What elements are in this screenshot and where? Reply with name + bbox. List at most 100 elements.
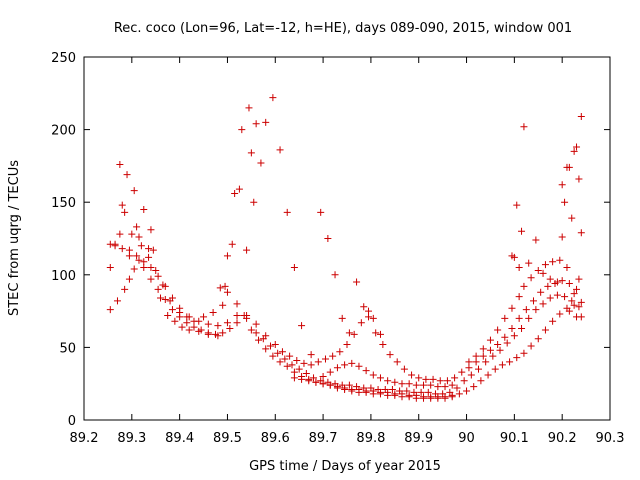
- data-point-plus-marker: [307, 361, 315, 369]
- data-point-plus-marker: [470, 383, 478, 391]
- data-point-plus-marker: [338, 314, 346, 322]
- data-point-plus-marker: [498, 361, 506, 369]
- data-point-plus-marker: [145, 245, 153, 253]
- data-point-plus-marker: [135, 256, 143, 264]
- data-point-plus-marker: [157, 294, 165, 302]
- data-point-plus-marker: [386, 351, 394, 359]
- data-point-plus-marker: [391, 378, 399, 386]
- x-tick-label: 89.8: [356, 431, 385, 446]
- data-point-plus-marker: [269, 352, 277, 360]
- data-point-plus-marker: [568, 214, 576, 222]
- data-point-plus-marker: [546, 294, 554, 302]
- data-point-plus-marker: [317, 208, 325, 216]
- data-point-plus-marker: [147, 264, 155, 272]
- data-point-plus-marker: [125, 275, 133, 283]
- x-tick-label: 89.4: [165, 431, 194, 446]
- data-point-plus-marker: [553, 278, 561, 286]
- data-point-plus-marker: [149, 246, 157, 254]
- data-point-plus-marker: [508, 304, 516, 312]
- data-point-plus-marker: [125, 252, 133, 260]
- data-point-plus-marker: [465, 358, 473, 366]
- data-point-plus-marker: [216, 284, 224, 292]
- data-point-plus-marker: [477, 377, 485, 385]
- data-point-plus-marker: [128, 230, 136, 238]
- data-point-plus-marker: [276, 358, 284, 366]
- data-point-plus-marker: [434, 383, 442, 391]
- data-point-plus-marker: [341, 386, 349, 394]
- data-point-plus-marker: [420, 394, 428, 402]
- data-point-plus-marker: [556, 310, 564, 318]
- data-point-plus-marker: [398, 393, 406, 401]
- data-point-plus-marker: [214, 322, 222, 330]
- data-point-plus-marker: [219, 329, 227, 337]
- data-point-plus-marker: [532, 236, 540, 244]
- data-point-plus-marker: [506, 358, 514, 366]
- data-point-plus-marker: [286, 352, 294, 360]
- data-point-plus-marker: [443, 377, 451, 385]
- x-tick-label: 90.2: [548, 431, 577, 446]
- data-point-plus-marker: [527, 342, 535, 350]
- data-point-plus-marker: [290, 264, 298, 272]
- data-point-plus-marker: [515, 264, 523, 272]
- data-point-plus-marker: [482, 358, 490, 366]
- data-point-plus-marker: [178, 323, 186, 331]
- data-point-plus-marker: [522, 306, 530, 314]
- data-point-plus-marker: [565, 280, 573, 288]
- data-point-plus-marker: [111, 240, 119, 248]
- data-point-plus-marker: [214, 332, 222, 340]
- data-point-plus-marker: [573, 143, 581, 151]
- data-point-plus-marker: [185, 326, 193, 334]
- data-point-plus-marker: [565, 163, 573, 171]
- data-point-plus-marker: [412, 394, 420, 402]
- data-point-plus-marker: [271, 340, 279, 348]
- data-point-plus-marker: [140, 258, 148, 266]
- data-point-plus-marker: [223, 288, 231, 296]
- data-point-plus-marker: [176, 304, 184, 312]
- data-point-plus-marker: [113, 297, 121, 305]
- data-point-plus-marker: [405, 393, 413, 401]
- plot-frame: [83, 56, 611, 421]
- data-point-plus-marker: [520, 282, 528, 290]
- data-point-plus-marker: [130, 187, 138, 195]
- data-point-plus-marker: [147, 226, 155, 234]
- data-point-plus-marker: [183, 313, 191, 321]
- data-point-plus-marker: [118, 245, 126, 253]
- data-point-plus-marker: [484, 371, 492, 379]
- data-point-plus-marker: [575, 175, 583, 183]
- data-points-layer: [106, 94, 585, 402]
- data-point-plus-marker: [403, 387, 411, 395]
- data-point-plus-marker: [575, 275, 583, 283]
- data-point-plus-marker: [257, 159, 265, 167]
- data-point-plus-marker: [324, 235, 332, 242]
- data-point-plus-marker: [135, 233, 143, 241]
- data-point-plus-marker: [475, 365, 482, 373]
- data-point-plus-marker: [164, 311, 172, 319]
- data-point-plus-marker: [133, 223, 141, 231]
- data-point-plus-marker: [247, 149, 255, 157]
- data-point-plus-marker: [374, 386, 382, 394]
- data-point-plus-marker: [302, 370, 310, 378]
- data-point-plus-marker: [106, 264, 114, 272]
- data-point-plus-marker: [441, 383, 449, 391]
- data-point-plus-marker: [365, 307, 373, 315]
- data-point-plus-marker: [226, 325, 234, 333]
- data-point-plus-marker: [116, 230, 124, 238]
- data-point-plus-marker: [116, 160, 124, 168]
- data-point-plus-marker: [341, 361, 349, 369]
- data-point-plus-marker: [400, 365, 408, 373]
- data-point-plus-marker: [427, 381, 435, 389]
- data-point-plus-marker: [168, 294, 176, 302]
- data-point-plus-marker: [154, 272, 162, 280]
- data-point-plus-marker: [513, 354, 521, 362]
- data-point-plus-marker: [329, 352, 337, 360]
- data-point-plus-marker: [243, 246, 251, 254]
- data-point-plus-marker: [472, 352, 480, 360]
- data-point-plus-marker: [448, 393, 456, 401]
- data-point-plus-marker: [455, 390, 463, 398]
- data-point-plus-marker: [168, 306, 176, 314]
- data-point-plus-marker: [558, 233, 566, 241]
- data-point-plus-marker: [326, 368, 334, 376]
- data-point-plus-marker: [300, 359, 308, 367]
- data-point-plus-marker: [515, 314, 523, 322]
